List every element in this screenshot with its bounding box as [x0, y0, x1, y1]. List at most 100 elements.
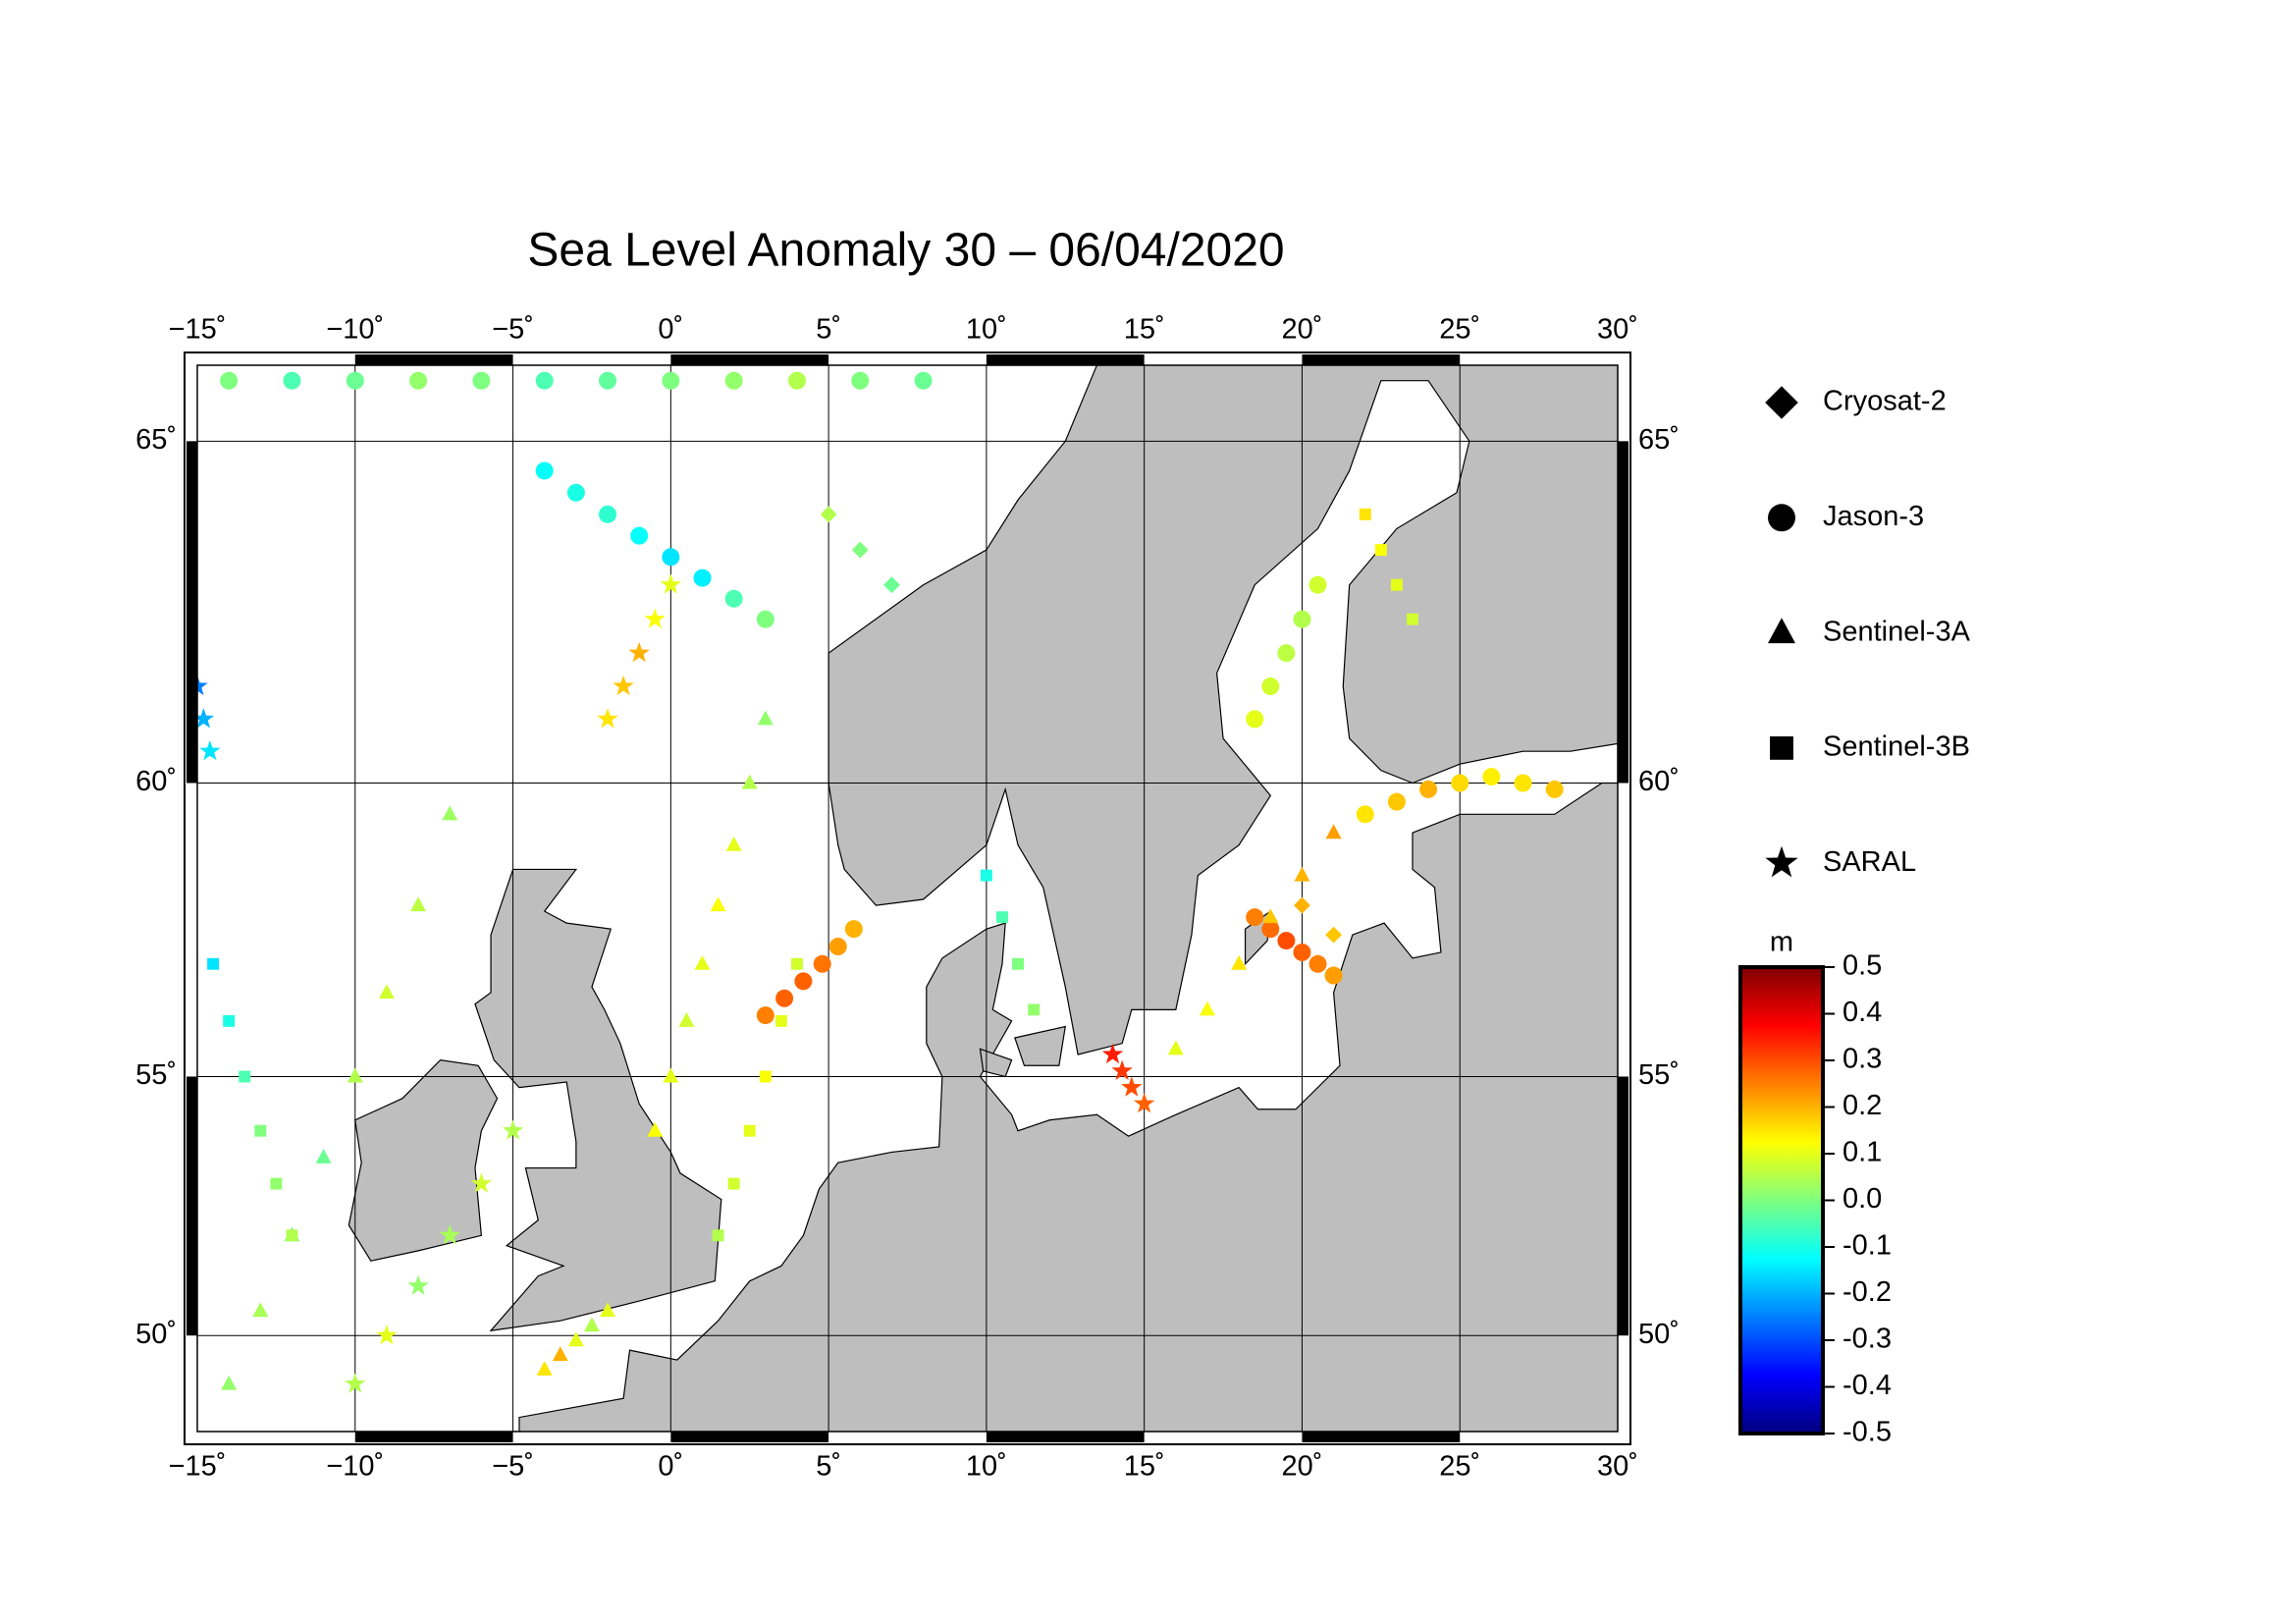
data-point: [1277, 932, 1296, 950]
data-point: [1262, 908, 1279, 924]
x-tick-label: 10˚: [966, 1451, 1007, 1483]
data-point: [597, 708, 618, 729]
data-point: [1387, 792, 1406, 811]
data-point: [470, 1172, 493, 1193]
data-point: [759, 1070, 772, 1083]
frame-band: [1618, 1076, 1629, 1336]
data-point: [286, 1229, 298, 1242]
data-point: [712, 1229, 724, 1242]
frame-band: [354, 354, 513, 365]
data-point: [1293, 943, 1311, 961]
data-point: [791, 957, 803, 970]
frame-band: [986, 354, 1145, 365]
colorbar-tick-label: 0.0: [1842, 1183, 1882, 1215]
data-point: [613, 675, 634, 696]
data-point: [583, 1317, 600, 1332]
data-point: [1199, 1001, 1215, 1016]
data-point: [1325, 926, 1342, 944]
y-tick-label: 50˚: [1638, 1319, 1680, 1350]
data-point: [472, 371, 491, 390]
data-point: [851, 541, 869, 559]
data-point: [1451, 774, 1469, 792]
frame-band: [187, 441, 197, 784]
legend-marker: [1765, 386, 1798, 419]
data-point: [1261, 920, 1280, 939]
data-point: [725, 836, 742, 851]
frame-band: [670, 1432, 829, 1442]
x-tick-label: −5˚: [492, 314, 534, 346]
colorbar-tick-label: 0.2: [1842, 1090, 1882, 1121]
legend-marker: [1768, 618, 1795, 644]
colorbar-tick-label: -0.2: [1842, 1276, 1892, 1308]
frame-band: [1302, 354, 1461, 365]
land: [1014, 1025, 1067, 1066]
data-point: [283, 371, 301, 390]
x-tick-label: 15˚: [1124, 1451, 1165, 1483]
data-point: [239, 1070, 251, 1083]
data-point: [439, 1224, 460, 1245]
data-point: [199, 739, 221, 761]
x-tick-label: −15˚: [169, 314, 227, 346]
data-point: [502, 1119, 524, 1140]
x-tick-label: 20˚: [1281, 314, 1322, 346]
data-point: [1012, 957, 1024, 970]
data-point: [1294, 896, 1310, 914]
data-point: [1407, 613, 1418, 625]
x-tick-label: −10˚: [326, 314, 384, 346]
data-point: [980, 869, 992, 882]
data-point: [662, 371, 680, 390]
data-point: [1545, 780, 1564, 798]
x-tick-label: 30˚: [1597, 1451, 1638, 1483]
data-point: [378, 984, 395, 999]
data-point: [678, 1012, 695, 1027]
data-point: [1246, 908, 1264, 927]
colorbar: [1738, 965, 1825, 1435]
data-point: [552, 1346, 568, 1362]
data-point: [710, 896, 726, 912]
frame-band: [986, 1432, 1145, 1442]
data-point: [599, 371, 617, 390]
data-point: [221, 1375, 238, 1390]
data-point: [197, 708, 215, 729]
data-point: [345, 1373, 366, 1393]
colorbar-tick-label: -0.1: [1842, 1230, 1892, 1262]
data-point: [599, 505, 617, 523]
x-tick-label: 25˚: [1439, 1451, 1480, 1483]
y-tick-label: 60˚: [1638, 766, 1680, 797]
legend-label: Sentinel-3B: [1823, 731, 1970, 763]
data-point: [1277, 644, 1296, 663]
data-point: [630, 526, 649, 545]
data-point: [207, 957, 220, 970]
data-point: [1356, 805, 1374, 824]
colorbar-tick-label: -0.5: [1842, 1417, 1892, 1448]
data-point: [787, 371, 806, 390]
data-point: [1246, 710, 1264, 729]
data-point: [1121, 1076, 1143, 1097]
data-point: [662, 548, 680, 567]
colorbar-label: m: [1770, 927, 1793, 958]
legend-label: Sentinel-3A: [1823, 616, 1971, 647]
data-point: [756, 1006, 774, 1025]
data-point: [1390, 578, 1403, 591]
data-point: [1359, 508, 1371, 520]
frame-band: [1302, 1432, 1461, 1442]
data-point: [794, 972, 813, 991]
legend-label: Jason-3: [1823, 501, 1924, 532]
data-point: [1133, 1093, 1155, 1113]
y-tick-label: 55˚: [1638, 1059, 1680, 1091]
data-point: [1308, 575, 1327, 594]
data-point: [566, 483, 585, 502]
data-point: [535, 371, 554, 390]
data-point: [220, 371, 239, 390]
chart-title: Sea Level Anomaly 30 – 06/04/2020: [527, 225, 1284, 277]
data-point: [851, 371, 870, 390]
data-point: [1167, 1040, 1184, 1055]
data-point: [1514, 774, 1532, 792]
data-point: [442, 805, 458, 821]
x-tick-label: −5˚: [492, 1451, 534, 1483]
x-tick-label: 5˚: [816, 1451, 841, 1483]
x-tick-label: 5˚: [816, 314, 841, 346]
frame-band: [670, 354, 829, 365]
data-point: [223, 1014, 236, 1027]
